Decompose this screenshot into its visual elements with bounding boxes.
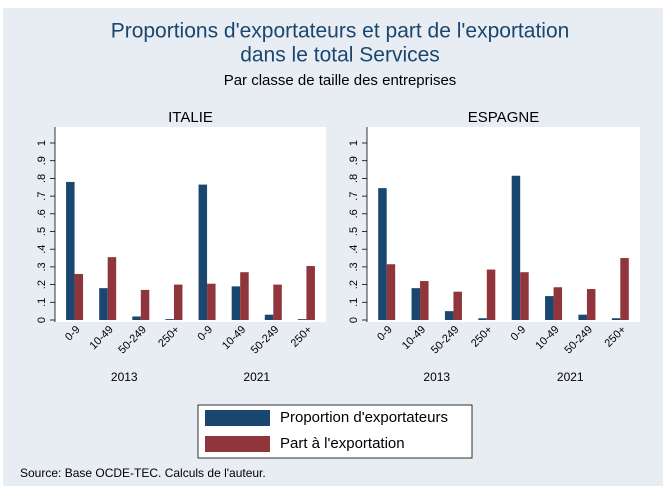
bar [99, 288, 108, 320]
bar [578, 314, 587, 320]
bar [66, 181, 75, 320]
y-tick-label: .5 [348, 227, 360, 236]
bar [611, 318, 621, 320]
bar [620, 258, 629, 320]
bar [553, 287, 563, 320]
bar [306, 266, 315, 320]
group-label: 2021 [557, 370, 584, 384]
bar [411, 288, 421, 320]
bar [107, 257, 117, 320]
chart-title: dans le total Services [240, 44, 440, 67]
y-tick-label: .3 [348, 262, 360, 271]
y-tick-label: .1 [36, 298, 48, 307]
y-tick-label: .2 [36, 280, 48, 289]
bar [74, 273, 84, 320]
y-tick-label: .4 [348, 245, 360, 254]
y-tick-label: .9 [36, 156, 48, 165]
y-tick-label: .6 [348, 209, 360, 218]
bar [297, 319, 307, 320]
bar [478, 318, 487, 320]
y-tick-label: .2 [348, 280, 360, 289]
y-tick-label: 0 [348, 317, 360, 323]
y-tick-label: .1 [348, 298, 360, 307]
chart-subtitle: Par classe de taille des entreprises [224, 72, 457, 89]
y-tick-label: .3 [36, 262, 48, 271]
y-tick-label: .4 [36, 245, 48, 254]
y-tick-label: .7 [36, 192, 48, 201]
bar [132, 316, 141, 320]
bar [486, 269, 496, 320]
bar [264, 314, 274, 320]
legend-label: Part à l'exportation [280, 435, 405, 452]
panel-title: ESPAGNE [468, 109, 539, 126]
bar [173, 284, 183, 320]
bar [273, 284, 282, 320]
bar [240, 272, 249, 320]
group-label: 2013 [111, 370, 138, 384]
bar [420, 281, 429, 320]
y-tick-label: 1 [348, 140, 360, 146]
bar [140, 289, 150, 320]
bar [378, 188, 387, 320]
plot-area [55, 127, 326, 322]
y-tick-label: .8 [348, 174, 360, 183]
bar [444, 311, 454, 320]
bar [453, 291, 462, 320]
y-tick-label: .9 [348, 156, 360, 165]
legend-label: Proportion d'exportateurs [280, 409, 448, 426]
bar [198, 184, 208, 320]
group-label: 2013 [423, 370, 450, 384]
legend-swatch [205, 410, 270, 426]
source-note: Source: Base OCDE-TEC. Calculs de l'aute… [20, 466, 266, 480]
bar [545, 296, 554, 320]
group-label: 2021 [243, 370, 270, 384]
y-tick-label: .6 [36, 209, 48, 218]
bar [511, 175, 521, 320]
panel-title: ITALIE [168, 109, 213, 126]
bar [165, 319, 174, 320]
bar [231, 286, 241, 320]
y-tick-label: 1 [36, 140, 48, 146]
bar [520, 272, 529, 320]
y-tick-label: .8 [36, 174, 48, 183]
y-tick-label: 0 [36, 317, 48, 323]
chart-title: Proportions d'exportateurs et part de l'… [111, 20, 570, 43]
bar [586, 289, 596, 320]
legend-swatch [205, 436, 270, 452]
y-tick-label: .5 [36, 227, 48, 236]
y-tick-label: .7 [348, 192, 360, 201]
bar [386, 264, 396, 320]
plot-area [367, 127, 640, 322]
bar [207, 283, 216, 320]
